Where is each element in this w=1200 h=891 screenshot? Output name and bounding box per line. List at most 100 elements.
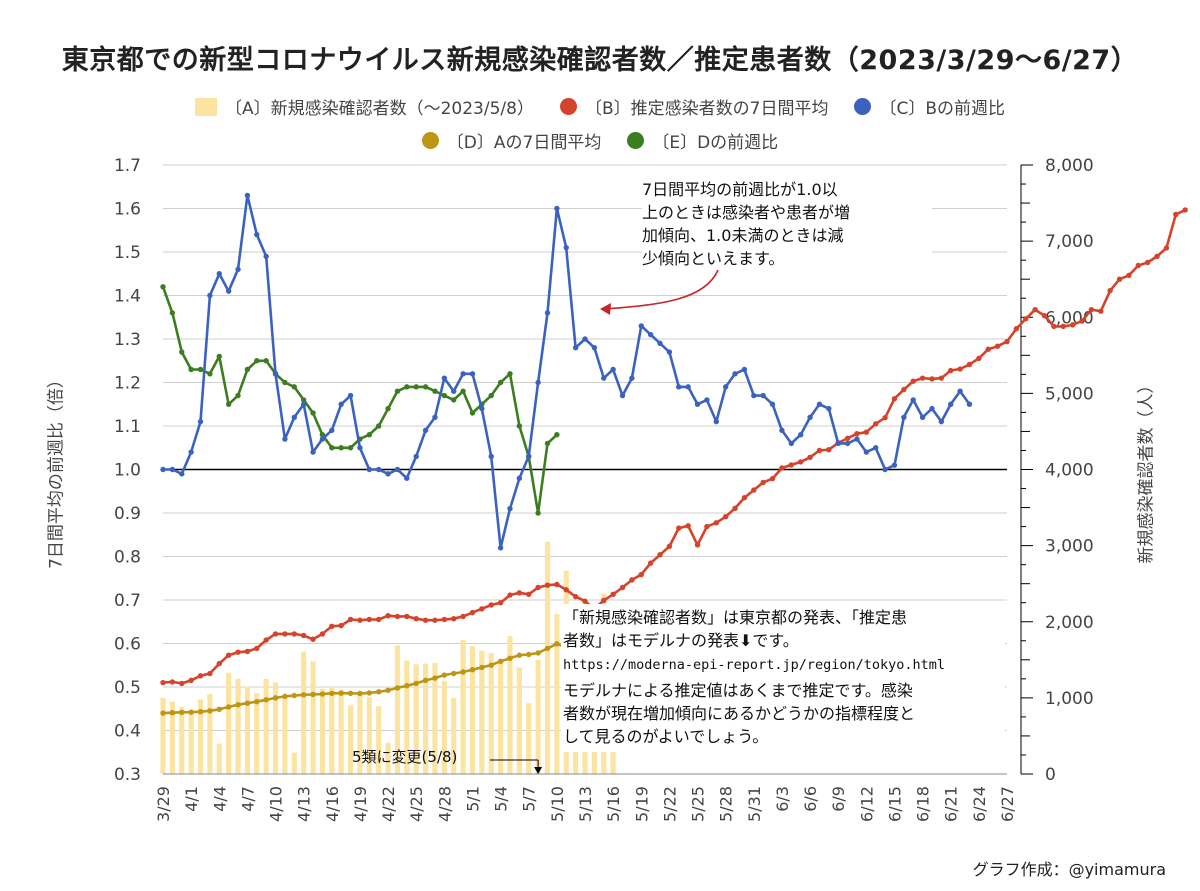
x-tick-label: 5/4 — [492, 786, 511, 812]
point-d — [216, 706, 222, 712]
point-c — [901, 414, 907, 420]
legend-swatch-c — [854, 98, 872, 115]
point-c — [807, 414, 813, 420]
point-b — [826, 447, 832, 453]
point-b — [488, 602, 494, 608]
point-b — [694, 542, 701, 548]
point-b — [873, 421, 879, 427]
point-b — [1041, 313, 1048, 319]
point-c — [582, 336, 588, 342]
bar-a — [498, 659, 504, 774]
point-c — [685, 384, 691, 390]
legend-label-e: 〔E〕Dの前週比 — [652, 133, 779, 153]
point-c — [441, 375, 448, 381]
point-b — [619, 584, 626, 591]
bar-a — [432, 662, 438, 774]
point-b — [282, 631, 288, 637]
legend-label-b: 〔B〕推定感染者数の7日間平均 — [584, 99, 829, 119]
point-d — [263, 697, 269, 703]
point-e — [535, 510, 541, 516]
bar-a — [319, 688, 326, 774]
point-e — [460, 388, 466, 394]
point-b — [985, 346, 991, 352]
point-b — [225, 652, 232, 658]
point-e — [366, 432, 373, 438]
legend-label-d: 〔D〕Aの7日間平均 — [446, 133, 602, 153]
bar-a — [479, 650, 485, 774]
page-title: 東京都での新型コロナウイルス新規感染確認者数／推定患者数（2023/3/29〜6… — [61, 45, 1139, 76]
source-url: https://moderna-epi-report.jp/region/tok… — [563, 657, 946, 673]
point-c — [404, 475, 410, 481]
bar-a — [526, 703, 532, 774]
legend-item-e: 〔E〕Dの前週比 — [627, 128, 778, 153]
point-b — [957, 366, 963, 372]
point-b — [844, 435, 851, 441]
point-b — [432, 617, 438, 623]
point-b — [263, 637, 269, 643]
y-right-tick-label: 3,000 — [1045, 537, 1094, 557]
point-c — [704, 397, 710, 403]
point-d — [479, 664, 485, 671]
point-c — [647, 331, 654, 338]
point-b — [413, 616, 419, 622]
point-b — [582, 598, 588, 604]
point-b — [329, 623, 335, 630]
bar-a — [226, 672, 232, 774]
point-c — [722, 384, 729, 390]
series-e-line — [161, 286, 558, 515]
point-c — [375, 466, 382, 473]
point-c — [919, 414, 926, 420]
point-c — [863, 449, 870, 455]
point-b — [451, 616, 457, 622]
annotation-arrow — [603, 269, 719, 310]
point-b — [319, 631, 326, 637]
bar-a — [254, 693, 260, 774]
bar-a — [310, 661, 316, 774]
point-b — [732, 505, 738, 512]
point-b — [938, 375, 945, 381]
point-d — [169, 710, 176, 716]
point-b — [854, 431, 860, 437]
point-c — [882, 466, 888, 473]
point-c — [666, 349, 673, 355]
point-b — [1182, 207, 1188, 213]
x-tick-label: 5/19 — [632, 786, 651, 822]
point-b — [554, 581, 560, 588]
point-b — [676, 525, 682, 531]
x-tick-label: 5/22 — [660, 786, 679, 822]
point-c — [769, 401, 776, 407]
point-d — [160, 710, 166, 716]
point-c — [732, 371, 738, 377]
point-c — [469, 371, 476, 377]
point-c — [291, 414, 297, 420]
bar-a — [188, 710, 194, 774]
point-c — [779, 427, 785, 434]
point-c — [488, 453, 494, 460]
point-d — [526, 651, 532, 658]
point-e — [441, 392, 448, 399]
y-left-tick-label: 0.7 — [114, 591, 141, 611]
point-b — [507, 592, 513, 598]
bar-a — [460, 640, 466, 774]
point-b — [441, 616, 448, 623]
point-c — [188, 449, 194, 455]
y-right-tick-label: 0 — [1045, 765, 1056, 785]
y-left-tick-label: 1.3 — [114, 330, 141, 350]
point-c — [272, 371, 279, 377]
point-c — [357, 445, 363, 451]
point-d — [422, 677, 429, 684]
y-left-tick-label: 1.7 — [114, 156, 141, 176]
legend-swatch-e — [627, 132, 645, 149]
bar-a — [516, 667, 522, 774]
bar-a — [282, 695, 288, 774]
point-b — [244, 648, 251, 655]
caveat-line-2: 者数が現在増加傾向にあるかどうかの指標程度と — [563, 704, 916, 723]
point-b — [1069, 322, 1076, 328]
point-e — [394, 388, 401, 394]
point-c — [713, 418, 719, 425]
point-b — [310, 636, 316, 642]
point-b — [1060, 323, 1066, 330]
x-tick-label: 4/1 — [182, 786, 201, 812]
legend-item-a: 〔A〕新規感染確認者数（〜2023/5/8） — [194, 94, 534, 119]
point-d — [441, 672, 448, 678]
